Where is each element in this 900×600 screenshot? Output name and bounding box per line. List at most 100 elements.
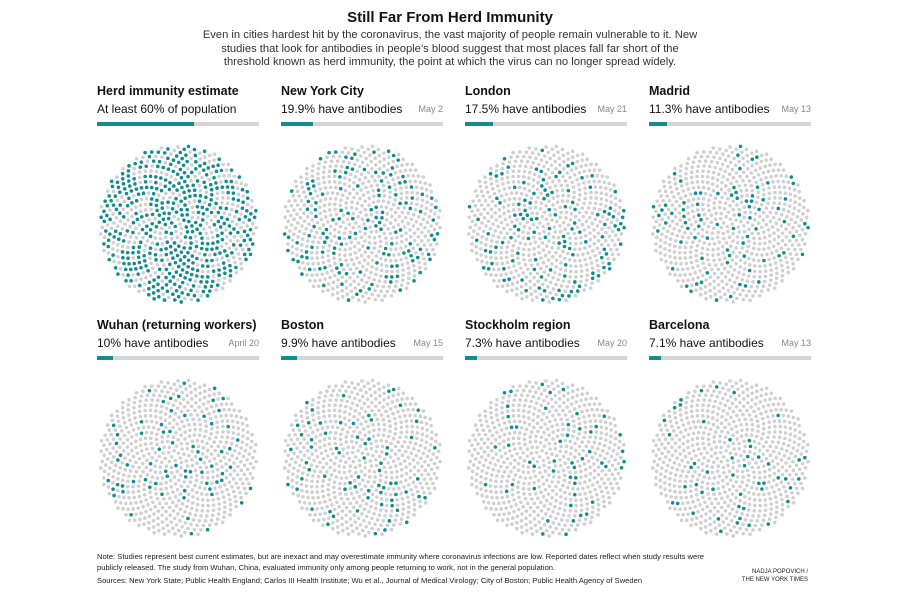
dot-not-immune bbox=[599, 477, 604, 481]
dot-not-immune bbox=[597, 413, 602, 418]
dot-immune bbox=[318, 267, 322, 271]
dot-not-immune bbox=[652, 225, 656, 230]
dot-immune bbox=[537, 286, 542, 290]
dot-not-immune bbox=[610, 463, 615, 468]
dot-not-immune bbox=[425, 200, 429, 204]
dot-not-immune bbox=[348, 275, 352, 280]
panel-value-line: 17.5% have antibodies May 21 bbox=[465, 102, 627, 118]
dot-not-immune bbox=[759, 289, 764, 293]
dot-not-immune bbox=[374, 254, 379, 258]
dot-not-immune bbox=[231, 489, 236, 494]
dot-not-immune bbox=[547, 534, 551, 538]
dot-not-immune bbox=[339, 398, 344, 403]
dot-immune bbox=[521, 216, 526, 221]
dot-not-immune bbox=[339, 432, 343, 437]
dot-not-immune bbox=[488, 484, 493, 488]
dot-not-immune bbox=[603, 204, 608, 208]
dot-not-immune bbox=[483, 432, 488, 437]
dot-not-immune bbox=[238, 490, 242, 495]
dot-not-immune bbox=[561, 153, 566, 158]
dot-immune bbox=[678, 179, 683, 183]
dot-immune bbox=[124, 191, 129, 196]
dot-not-immune bbox=[590, 455, 595, 460]
dot-not-immune bbox=[343, 481, 347, 486]
panel-value-line: At least 60% of population bbox=[97, 102, 259, 118]
dot-immune bbox=[580, 175, 584, 180]
panel-value-label: 11.3% have antibodies bbox=[649, 102, 770, 116]
dot-not-immune bbox=[495, 474, 499, 478]
dot-not-immune bbox=[522, 169, 527, 174]
dot-immune bbox=[137, 245, 142, 249]
dot-not-immune bbox=[608, 440, 613, 444]
dot-not-immune bbox=[612, 257, 616, 262]
dot-not-immune bbox=[566, 391, 571, 396]
dot-not-immune bbox=[470, 443, 474, 448]
dot-immune bbox=[369, 418, 374, 422]
dot-not-immune bbox=[742, 224, 746, 228]
dot-not-immune bbox=[551, 203, 555, 207]
dot-not-immune bbox=[788, 252, 793, 256]
dot-not-immune bbox=[132, 474, 137, 479]
dot-not-immune bbox=[539, 435, 544, 439]
dot-not-immune bbox=[506, 437, 511, 442]
dot-not-immune bbox=[537, 251, 542, 255]
dot-not-immune bbox=[521, 270, 526, 275]
dot-not-immune bbox=[713, 196, 718, 200]
dot-not-immune bbox=[593, 253, 597, 258]
dot-not-immune bbox=[559, 284, 564, 288]
dot-not-immune bbox=[496, 235, 501, 239]
dot-not-immune bbox=[141, 425, 146, 430]
dot-immune bbox=[188, 277, 192, 282]
dot-not-immune bbox=[522, 420, 527, 425]
dot-not-immune bbox=[796, 183, 800, 187]
dot-immune bbox=[590, 500, 595, 504]
panel-date: May 13 bbox=[781, 104, 811, 114]
dot-immune bbox=[154, 258, 158, 262]
dot-not-immune bbox=[193, 468, 198, 473]
dot-not-immune bbox=[481, 463, 486, 468]
dot-not-immune bbox=[127, 518, 132, 523]
panel-value-label: 7.1% have antibodies bbox=[649, 336, 764, 350]
dot-immune bbox=[656, 229, 660, 233]
dot-circle bbox=[98, 378, 258, 538]
panel-date: April 20 bbox=[228, 338, 259, 348]
dot-not-immune bbox=[286, 242, 290, 246]
dot-immune bbox=[506, 443, 511, 448]
dot-not-immune bbox=[216, 474, 220, 478]
dot-not-immune bbox=[306, 261, 310, 266]
dot-not-immune bbox=[696, 264, 700, 268]
dot-not-immune bbox=[146, 503, 150, 507]
dot-immune bbox=[182, 179, 187, 184]
dot-immune bbox=[566, 164, 570, 168]
dot-not-immune bbox=[155, 476, 160, 480]
dot-immune bbox=[219, 478, 224, 483]
dot-immune bbox=[180, 280, 185, 285]
dot-not-immune bbox=[766, 201, 770, 206]
dot-immune bbox=[524, 288, 528, 293]
dot-not-immune bbox=[228, 238, 233, 243]
panel-value-label: 17.5% have antibodies bbox=[465, 102, 587, 116]
dot-not-immune bbox=[799, 218, 804, 222]
dot-immune bbox=[179, 207, 184, 212]
dot-not-immune bbox=[338, 169, 343, 174]
dot-not-immune bbox=[731, 250, 736, 254]
dot-not-immune bbox=[561, 427, 565, 432]
dot-not-immune bbox=[331, 280, 336, 285]
dot-immune bbox=[750, 194, 755, 198]
dot-immune bbox=[543, 406, 548, 411]
dot-not-immune bbox=[340, 509, 345, 513]
dot-not-immune bbox=[755, 285, 760, 289]
dot-not-immune bbox=[102, 476, 106, 480]
dot-immune bbox=[295, 423, 300, 428]
dot-immune bbox=[402, 251, 406, 255]
dot-not-immune bbox=[724, 184, 728, 188]
dot-immune bbox=[112, 493, 116, 498]
dot-immune bbox=[161, 165, 166, 170]
dot-not-immune bbox=[518, 221, 523, 226]
dot-not-immune bbox=[547, 232, 551, 236]
dot-immune bbox=[343, 487, 347, 491]
dot-not-immune bbox=[360, 512, 364, 516]
dot-not-immune bbox=[131, 273, 135, 277]
dot-immune bbox=[164, 267, 169, 272]
dot-not-immune bbox=[348, 425, 352, 430]
